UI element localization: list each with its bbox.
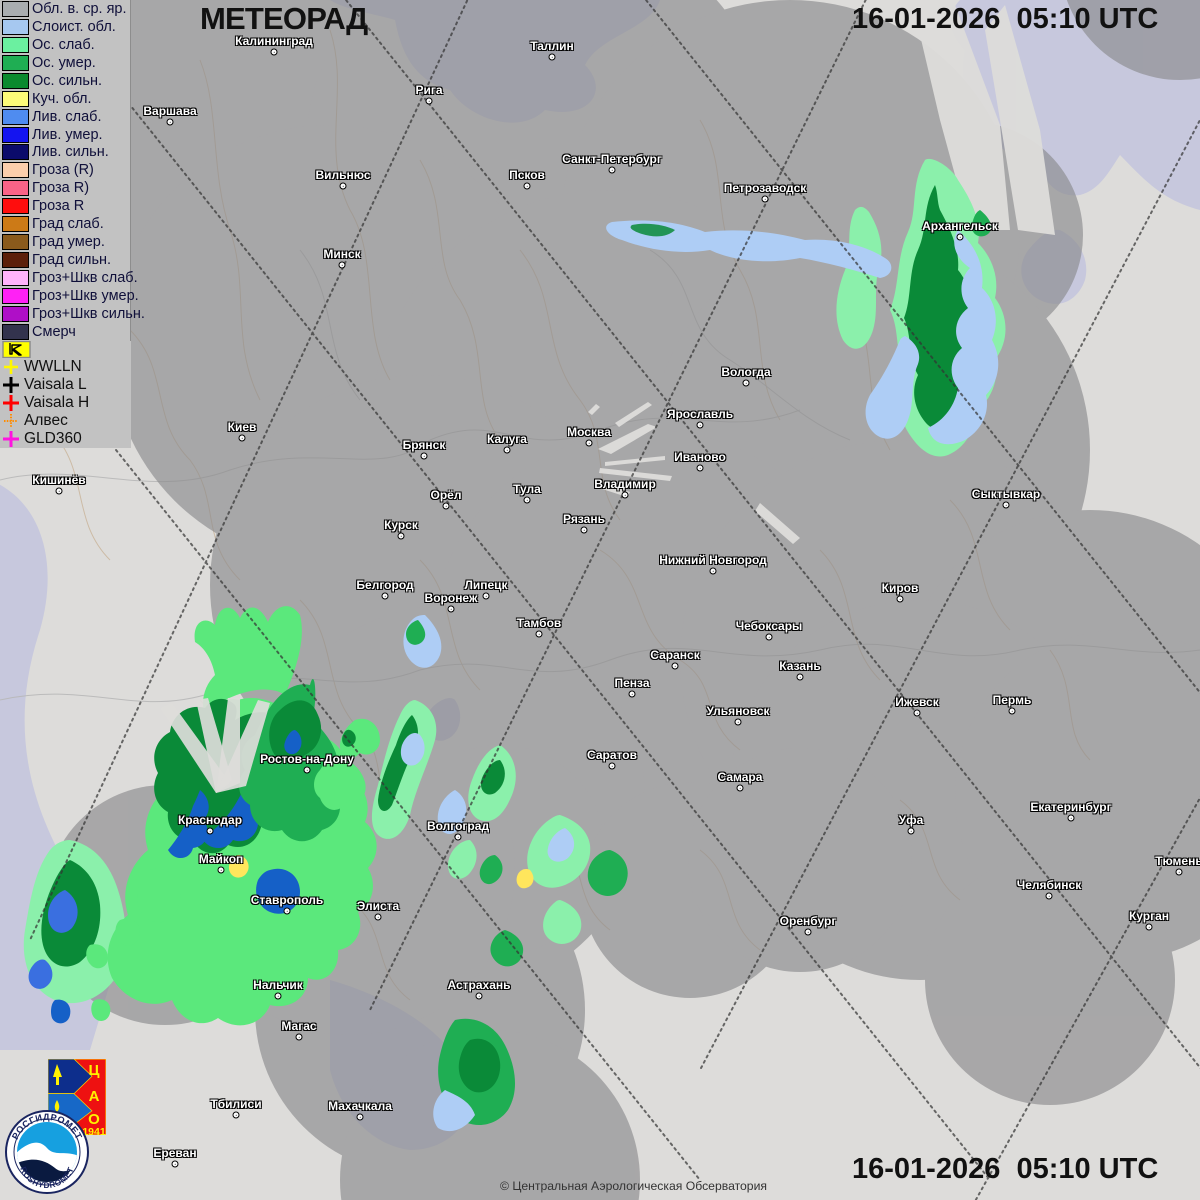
svg-text:Ц: Ц xyxy=(89,1062,100,1079)
svg-text:А: А xyxy=(89,1088,100,1105)
